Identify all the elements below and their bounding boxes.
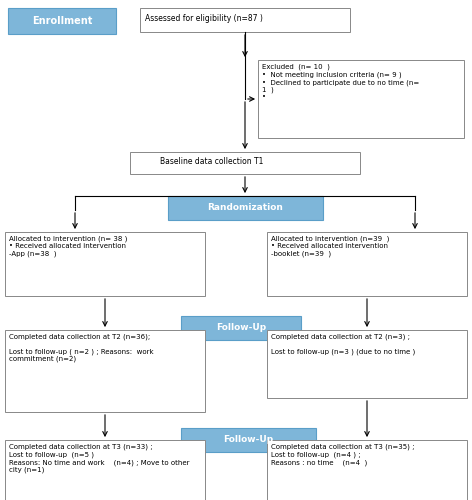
Bar	[130, 152, 360, 174]
Text: Baseline data collection T1: Baseline data collection T1	[160, 157, 263, 166]
Text: Allocated to intervention (n=39  )
• Received allocated intervention
-booklet (n: Allocated to intervention (n=39 ) • Rece…	[271, 236, 389, 257]
Bar	[168, 196, 323, 220]
Bar	[5, 232, 205, 296]
Bar	[267, 440, 467, 500]
Bar	[267, 330, 467, 398]
Bar	[140, 8, 350, 32]
Bar	[181, 428, 316, 452]
Text: Completed data collection at T2 (n=3) ;

Lost to follow-up (n=3 ) (due to no tim: Completed data collection at T2 (n=3) ; …	[271, 334, 415, 355]
Bar	[5, 330, 205, 412]
Bar	[5, 440, 205, 500]
Text: Excluded  (n= 10  )
•  Not meeting inclusion criteria (n= 9 )
•  Declined to par: Excluded (n= 10 ) • Not meeting inclusio…	[262, 64, 419, 100]
Bar	[8, 8, 116, 34]
Bar	[181, 316, 301, 340]
Text: Allocated to intervention (n= 38 )
• Received allocated intervention
-App (n=38 : Allocated to intervention (n= 38 ) • Rec…	[9, 236, 127, 257]
Text: Randomization: Randomization	[208, 204, 284, 212]
Bar	[267, 232, 467, 296]
Text: Completed data collection at T2 (n=36);

Lost to follow-up ( n=2 ) ; Reasons:  w: Completed data collection at T2 (n=36); …	[9, 334, 153, 362]
Text: Completed data collection at T3 (n=33) ;
Lost to follow-up  (n=5 )
Reasons: No t: Completed data collection at T3 (n=33) ;…	[9, 444, 189, 473]
Text: Assessed for eligibility (n=87 ): Assessed for eligibility (n=87 )	[145, 14, 263, 23]
Text: Follow-Up: Follow-Up	[223, 436, 274, 444]
Text: Completed data collection at T3 (n=35) ;
Lost to follow-up  (n=4 ) ;
Reasons : n: Completed data collection at T3 (n=35) ;…	[271, 444, 414, 466]
Bar	[258, 60, 464, 138]
Text: Enrollment: Enrollment	[32, 16, 92, 26]
Text: Follow-Up: Follow-Up	[216, 324, 266, 332]
